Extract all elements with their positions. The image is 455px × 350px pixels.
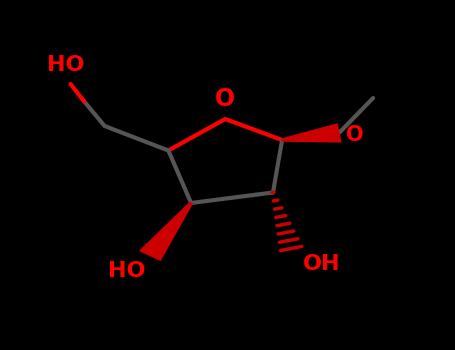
Text: HO: HO — [47, 55, 85, 75]
Text: O: O — [346, 125, 364, 145]
Polygon shape — [282, 124, 341, 142]
Text: O: O — [215, 87, 235, 111]
Polygon shape — [140, 202, 192, 260]
Text: HO: HO — [108, 261, 146, 281]
Text: OH: OH — [303, 254, 340, 274]
